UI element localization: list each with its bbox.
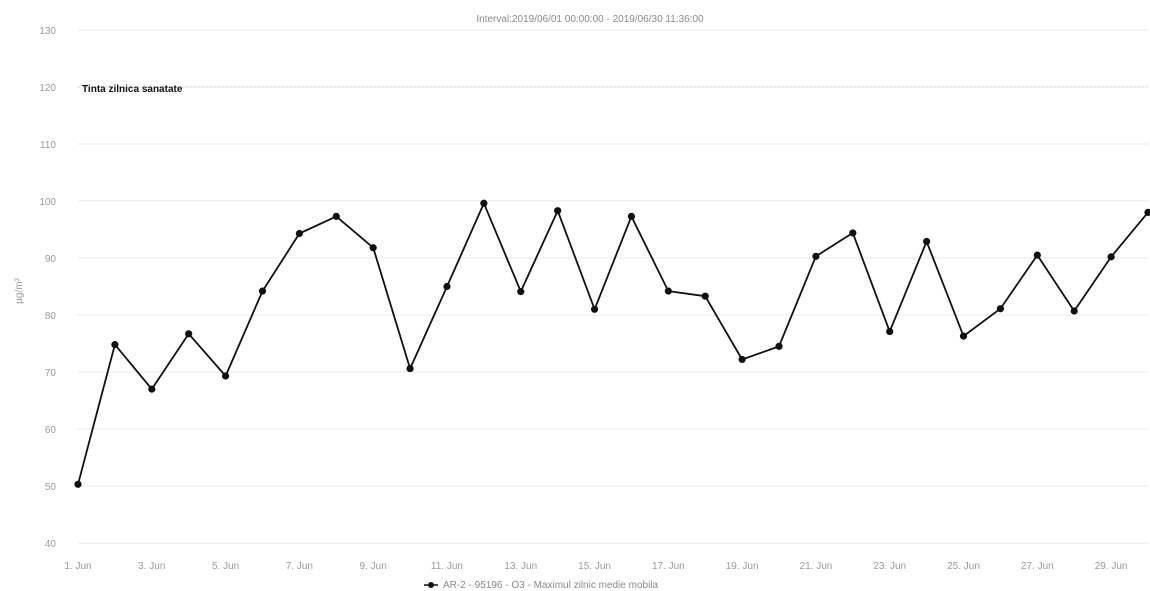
y-tick-label: 120 <box>39 83 56 94</box>
x-tick-label: 27. Jun <box>1021 561 1054 572</box>
data-point[interactable] <box>738 355 746 364</box>
data-point[interactable] <box>74 480 82 488</box>
x-axis: 1. Jun 3. Jun 5. Jun 7. Jun 9. Jun 11. Jun 13.… <box>64 561 1127 572</box>
data-point[interactable] <box>1070 307 1078 315</box>
x-tick-label: 21. Jun <box>800 561 833 572</box>
data-point[interactable] <box>295 229 303 238</box>
data-point[interactable] <box>369 244 377 252</box>
y-tick-label: 90 <box>45 254 57 265</box>
data-point[interactable] <box>148 385 156 393</box>
x-tick-label: 5. Jun <box>212 561 239 572</box>
legend-label: AR-2 - 95196 - O3 - Maximul zilnic medie… <box>443 580 659 591</box>
data-point[interactable] <box>443 282 451 291</box>
series-group <box>74 199 1150 488</box>
data-point[interactable] <box>185 330 193 338</box>
y-tick-label: 80 <box>45 311 57 322</box>
data-point[interactable] <box>111 341 119 349</box>
chart-subtitle: Interval:2019/06/01 00:00:00 - 2019/06/3… <box>476 14 704 25</box>
data-point[interactable] <box>221 372 230 380</box>
legend-marker-icon <box>428 582 434 588</box>
data-point[interactable] <box>627 212 636 220</box>
data-point[interactable] <box>812 252 820 260</box>
data-point[interactable] <box>590 305 599 313</box>
data-point[interactable] <box>1107 253 1115 261</box>
x-tick-label: 25. Jun <box>947 561 980 572</box>
y-tick-label: 60 <box>45 425 57 436</box>
data-point[interactable] <box>517 288 525 296</box>
y-axis-label: µg/m³ <box>14 277 25 303</box>
data-point[interactable] <box>849 229 857 237</box>
data-point[interactable] <box>664 287 672 295</box>
x-tick-label: 23. Jun <box>873 561 906 572</box>
y-axis: 40 50 60 70 80 90 100 110 120 130 <box>39 26 56 550</box>
data-point[interactable] <box>406 364 414 373</box>
data-point[interactable] <box>1144 208 1150 216</box>
data-point[interactable] <box>775 342 783 350</box>
x-tick-label: 1. Jun <box>64 561 91 572</box>
x-tick-label: 11. Jun <box>431 561 463 572</box>
data-point[interactable] <box>554 207 562 215</box>
y-tick-label: 50 <box>45 482 57 493</box>
legend[interactable]: AR-2 - 95196 - O3 - Maximul zilnic medie… <box>424 580 659 591</box>
data-point[interactable] <box>886 327 894 336</box>
data-point[interactable] <box>258 287 267 295</box>
x-tick-label: 13. Jun <box>504 561 537 572</box>
x-tick-label: 3. Jun <box>138 561 165 572</box>
y-tick-label: 70 <box>45 368 57 379</box>
y-tick-label: 40 <box>45 539 57 550</box>
y-tick-label: 130 <box>39 26 56 37</box>
data-point[interactable] <box>332 212 340 220</box>
series-line <box>77 202 1149 485</box>
x-tick-label: 9. Jun <box>360 561 387 572</box>
data-point[interactable] <box>923 237 931 246</box>
data-point[interactable] <box>480 199 488 207</box>
grid-lines <box>78 29 1148 544</box>
data-point[interactable] <box>996 305 1005 313</box>
x-tick-label: 19. Jun <box>726 561 759 572</box>
data-point[interactable] <box>959 332 968 340</box>
x-tick-label: 29. Jun <box>1095 561 1128 572</box>
y-tick-label: 100 <box>39 197 56 208</box>
data-point[interactable] <box>701 292 709 300</box>
target-annotation: Tinta zilnica sanatate <box>82 84 183 95</box>
x-tick-label: 7. Jun <box>286 561 313 572</box>
x-tick-label: 15. Jun <box>578 561 611 572</box>
x-tick-label: 17. Jun <box>652 561 685 572</box>
y-tick-label: 110 <box>40 140 56 151</box>
data-point[interactable] <box>1033 251 1041 259</box>
